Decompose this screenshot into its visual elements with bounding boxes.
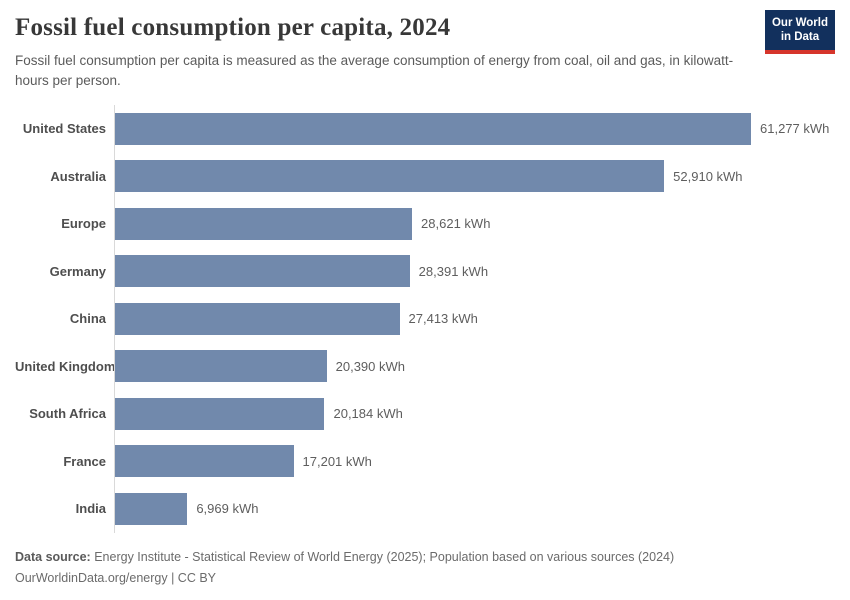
bar-area: 17,201 kWh [114,437,835,486]
bar-chart-row: Germany 28,391 kWh [15,247,835,296]
bar [115,445,294,478]
bar-chart-row: Europe 28,621 kWh [15,200,835,248]
bar-area: 52,910 kWh [114,152,835,201]
bar [115,255,410,288]
bar-chart: United States 61,277 kWh Australia 52,91… [15,105,835,533]
bar [115,112,751,145]
category-label: Australia [50,168,106,184]
bar-value-label: 20,184 kWh [333,406,403,422]
category-label: Europe [61,216,106,232]
bar [115,397,325,430]
bar-value-label: 27,413 kWh [408,311,478,327]
chart-title: Fossil fuel consumption per capita, 2024 [15,14,451,41]
bar-area: 61,277 kWh [114,105,835,153]
bar-chart-row: United Kingdom 20,390 kWh [15,342,835,391]
bar-value-label: 28,391 kWh [418,263,489,279]
bar-value-label: 52,910 kWh [673,168,743,184]
bar-value-label: 6,969 kWh [196,501,259,517]
category-label: India [75,501,106,517]
bar-chart-row: Australia 52,910 kWh [15,152,835,201]
chart-subtitle: Fossil fuel consumption per capita is me… [15,53,734,88]
bar [115,160,665,193]
data-source-label: Data source: [15,549,91,564]
category-label: China [69,311,106,327]
bar-area: 20,390 kWh [114,342,835,391]
bar [115,492,188,525]
bar-chart-row: India 6,969 kWh [15,485,835,533]
bar [115,350,327,383]
category-label: Germany [49,263,106,279]
bar-area: 28,391 kWh [114,247,835,296]
category-label: South Africa [29,406,106,422]
license-line: OurWorldinData.org/energy | CC BY [15,570,217,585]
owid-logo-line2: in Data [780,31,820,44]
bar-area: 28,621 kWh [114,200,835,248]
bar [115,302,400,335]
data-source-line: Data source: Energy Institute - Statisti… [15,547,835,568]
category-label: France [63,453,106,469]
owid-logo: Our World in Data [764,10,835,54]
bar-value-label: 20,390 kWh [335,358,405,374]
bar-area: 27,413 kWh [114,295,835,343]
bar-area: 20,184 kWh [114,390,835,438]
category-label: United Kingdom [15,358,116,374]
bar-chart-row: South Africa 20,184 kWh [15,390,835,438]
bar-chart-row: United States 61,277 kWh [15,105,835,153]
data-source-text: Energy Institute - Statistical Review of… [90,549,675,564]
chart-header: Fossil fuel consumption per capita, 2024… [15,0,835,90]
bar-value-label: 17,201 kWh [302,453,372,469]
category-label: United States [22,121,106,137]
bar-value-label: 61,277 kWh [760,121,830,137]
bar-value-label: 28,621 kWh [421,216,491,232]
owid-logo-line1: Our World [771,17,828,29]
bar-area: 6,969 kWh [114,485,835,533]
bar-chart-row: France 17,201 kWh [15,437,835,486]
chart-footer: Data source: Energy Institute - Statisti… [15,547,835,590]
bar-chart-row: China 27,413 kWh [15,295,835,343]
bar [115,207,413,240]
